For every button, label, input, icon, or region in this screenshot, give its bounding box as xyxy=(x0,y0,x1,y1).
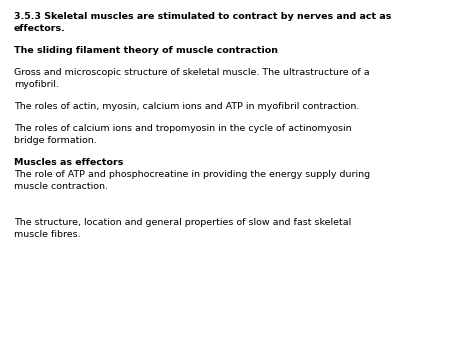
Text: muscle fibres.: muscle fibres. xyxy=(14,230,81,239)
Text: The sliding filament theory of muscle contraction: The sliding filament theory of muscle co… xyxy=(14,46,278,55)
Text: myofibril.: myofibril. xyxy=(14,80,59,89)
Text: Muscles as effectors: Muscles as effectors xyxy=(14,158,123,167)
Text: bridge formation.: bridge formation. xyxy=(14,136,97,145)
Text: The roles of calcium ions and tropomyosin in the cycle of actinomyosin: The roles of calcium ions and tropomyosi… xyxy=(14,124,351,133)
Text: The role of ATP and phosphocreatine in providing the energy supply during: The role of ATP and phosphocreatine in p… xyxy=(14,170,370,179)
Text: The structure, location and general properties of slow and fast skeletal: The structure, location and general prop… xyxy=(14,218,351,227)
Text: muscle contraction.: muscle contraction. xyxy=(14,182,108,191)
Text: The roles of actin, myosin, calcium ions and ATP in myofibril contraction.: The roles of actin, myosin, calcium ions… xyxy=(14,102,360,111)
Text: Gross and microscopic structure of skeletal muscle. The ultrastructure of a: Gross and microscopic structure of skele… xyxy=(14,68,369,77)
Text: 3.5.3 Skeletal muscles are stimulated to contract by nerves and act as: 3.5.3 Skeletal muscles are stimulated to… xyxy=(14,12,392,21)
Text: effectors.: effectors. xyxy=(14,24,66,33)
